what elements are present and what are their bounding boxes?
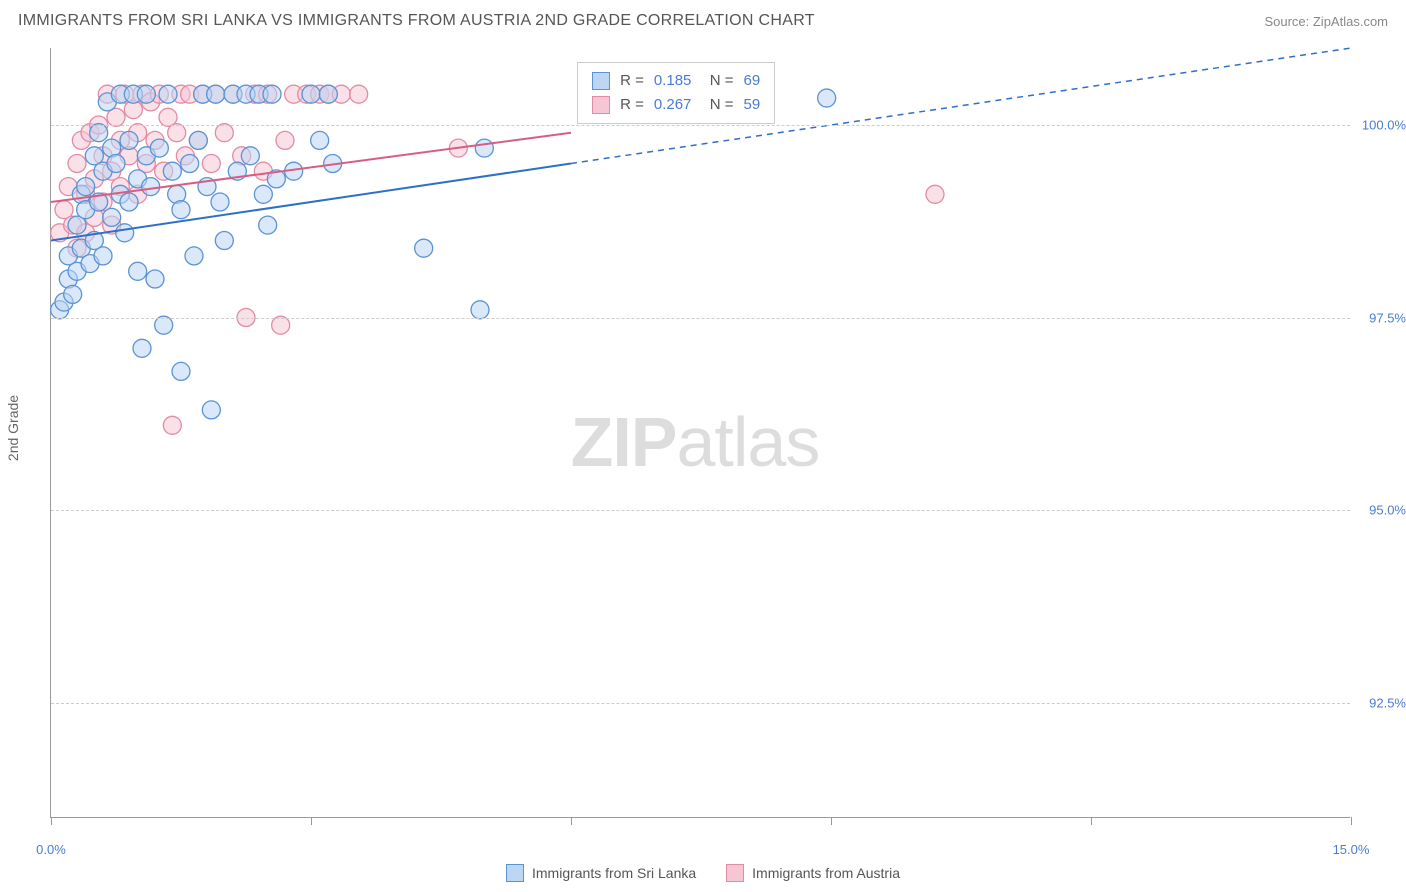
scatter-point-sri_lanka — [77, 178, 95, 196]
scatter-point-sri_lanka — [181, 155, 199, 173]
legend-swatch-sri-lanka — [506, 864, 524, 882]
stats-n-label: N = — [701, 69, 733, 93]
stats-r-austria: 0.267 — [654, 93, 692, 117]
scatter-point-sri_lanka — [129, 262, 147, 280]
stats-row-sri-lanka: R = 0.185 N = 69 — [592, 69, 760, 93]
stats-n-sri-lanka: 69 — [744, 69, 761, 93]
bottom-legend: Immigrants from Sri Lanka Immigrants fro… — [506, 864, 900, 882]
legend-label-sri-lanka: Immigrants from Sri Lanka — [532, 865, 696, 881]
scatter-point-sri_lanka — [471, 301, 489, 319]
scatter-point-austria — [350, 85, 368, 103]
scatter-point-austria — [163, 416, 181, 434]
stats-r-sri-lanka: 0.185 — [654, 69, 692, 93]
scatter-point-sri_lanka — [172, 201, 190, 219]
scatter-point-sri_lanka — [133, 339, 151, 357]
scatter-point-sri_lanka — [185, 247, 203, 265]
scatter-point-sri_lanka — [90, 124, 108, 142]
scatter-point-austria — [276, 131, 294, 149]
legend-item-austria: Immigrants from Austria — [726, 864, 900, 882]
x-tick — [311, 817, 312, 825]
stats-row-austria: R = 0.267 N = 59 — [592, 93, 760, 117]
plot-area: ZIPatlas R = 0.185 N = 69 R = 0.267 N = … — [50, 48, 1350, 818]
scatter-point-sri_lanka — [241, 147, 259, 165]
stats-box: R = 0.185 N = 69 R = 0.267 N = 59 — [577, 62, 775, 124]
scatter-point-sri_lanka — [163, 162, 181, 180]
stats-r-label: R = — [620, 69, 644, 93]
y-axis-label: 2nd Grade — [5, 395, 21, 461]
scatter-point-sri_lanka — [142, 178, 160, 196]
legend-item-sri-lanka: Immigrants from Sri Lanka — [506, 864, 696, 882]
scatter-point-sri_lanka — [415, 239, 433, 257]
scatter-point-sri_lanka — [254, 185, 272, 203]
scatter-point-sri_lanka — [211, 193, 229, 211]
scatter-point-austria — [926, 185, 944, 203]
chart-source: Source: ZipAtlas.com — [1264, 14, 1388, 29]
scatter-point-sri_lanka — [103, 208, 121, 226]
scatter-point-sri_lanka — [120, 193, 138, 211]
x-tick — [571, 817, 572, 825]
scatter-point-austria — [168, 124, 186, 142]
scatter-point-austria — [272, 316, 290, 334]
y-tick-label: 92.5% — [1369, 695, 1406, 710]
scatter-point-sri_lanka — [215, 232, 233, 250]
scatter-point-sri_lanka — [319, 85, 337, 103]
chart-header: IMMIGRANTS FROM SRI LANKA VS IMMIGRANTS … — [18, 12, 1388, 30]
stats-r-label: R = — [620, 93, 644, 117]
scatter-point-sri_lanka — [64, 285, 82, 303]
scatter-point-sri_lanka — [120, 131, 138, 149]
scatter-point-sri_lanka — [146, 270, 164, 288]
legend-label-austria: Immigrants from Austria — [752, 865, 900, 881]
scatter-point-sri_lanka — [207, 85, 225, 103]
scatter-point-sri_lanka — [116, 224, 134, 242]
stats-n-label: N = — [701, 93, 733, 117]
x-tick — [1351, 817, 1352, 825]
scatter-point-sri_lanka — [818, 89, 836, 107]
stats-swatch-sri-lanka — [592, 72, 610, 90]
scatter-point-sri_lanka — [172, 362, 190, 380]
scatter-point-sri_lanka — [311, 131, 329, 149]
x-tick — [831, 817, 832, 825]
chart-title: IMMIGRANTS FROM SRI LANKA VS IMMIGRANTS … — [18, 12, 815, 30]
scatter-point-sri_lanka — [189, 131, 207, 149]
scatter-point-sri_lanka — [475, 139, 493, 157]
scatter-point-sri_lanka — [150, 139, 168, 157]
stats-swatch-austria — [592, 96, 610, 114]
scatter-point-sri_lanka — [94, 247, 112, 265]
scatter-point-austria — [215, 124, 233, 142]
scatter-point-sri_lanka — [137, 85, 155, 103]
scatter-point-sri_lanka — [259, 216, 277, 234]
gridline — [51, 703, 1350, 704]
scatter-point-sri_lanka — [107, 155, 125, 173]
x-tick — [1091, 817, 1092, 825]
x-tick — [51, 817, 52, 825]
x-tick-label: 15.0% — [1333, 842, 1370, 857]
y-tick-label: 100.0% — [1362, 118, 1406, 133]
scatter-point-austria — [202, 155, 220, 173]
gridline — [51, 125, 1350, 126]
scatter-point-sri_lanka — [202, 401, 220, 419]
scatter-point-sri_lanka — [302, 85, 320, 103]
scatter-point-sri_lanka — [159, 85, 177, 103]
y-tick-label: 95.0% — [1369, 503, 1406, 518]
y-tick-label: 97.5% — [1369, 310, 1406, 325]
gridline — [51, 510, 1350, 511]
scatter-point-sri_lanka — [263, 85, 281, 103]
gridline — [51, 318, 1350, 319]
x-tick-label: 0.0% — [36, 842, 66, 857]
legend-swatch-austria — [726, 864, 744, 882]
stats-n-austria: 59 — [744, 93, 761, 117]
scatter-point-sri_lanka — [155, 316, 173, 334]
scatter-point-austria — [68, 155, 86, 173]
